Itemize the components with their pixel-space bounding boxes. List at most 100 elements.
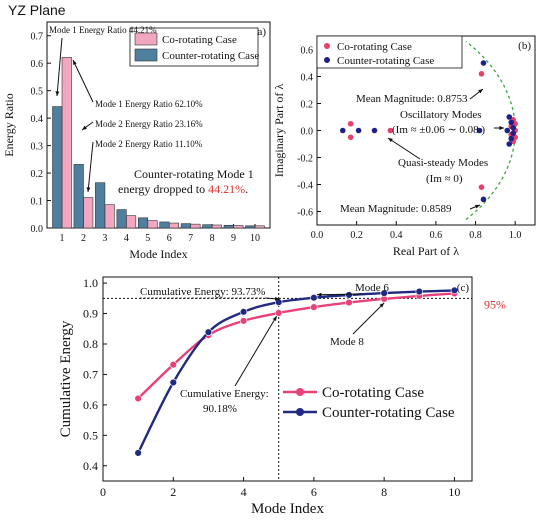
panel-a-bar-counter-7: [180, 223, 191, 229]
panel-c-annotation: Cumulative Energy: 93.73%: [140, 286, 265, 298]
panel-b-label: (b): [518, 40, 531, 52]
panel-a-legend-swatch: [134, 48, 158, 62]
panel-a-ytick-label: 0.3: [31, 142, 44, 153]
panel-b-annotation: (Im ≈ 0): [426, 173, 463, 185]
panel-b-point-co: [347, 120, 354, 127]
panel-c-xtick-label: 10: [448, 485, 460, 499]
panel-a-annotation: Mode 2 Energy Ratio 23.16%: [95, 119, 203, 129]
panel-a-bar-co-10: [254, 225, 265, 229]
panel-a-xtick-label: 8: [210, 233, 215, 244]
panel-a-note: Counter-rotating Mode 1: [134, 167, 254, 181]
panel-c-arrow-mode8: [352, 302, 385, 335]
panel-c-legend-marker: [296, 388, 304, 396]
panel-c-point-counter: [169, 378, 177, 387]
panel-b-annotation: Quasi-steady Modes: [398, 157, 488, 169]
panel-a-bar-counter-1: [52, 106, 63, 229]
panel-c-ytick-label: 0.7: [83, 367, 98, 381]
panel-b-point-counter: [508, 119, 515, 126]
panel-a-ytick-label: 0.2: [31, 169, 44, 180]
panel-a-note-highlight: 44.21%: [208, 182, 245, 196]
panel-b-xtick-label: 0.4: [390, 230, 403, 241]
panel-b-ylabel: Imaginary Part of λ: [272, 84, 286, 178]
panel-c-point-counter: [345, 291, 353, 299]
panel-b-xtick-label: 0.8: [469, 230, 482, 241]
panel-b-annotation: Oscillatory Modes: [400, 109, 482, 121]
panel-a-arrow-4-head: [86, 187, 91, 192]
panel-b-arrow-top-head: [478, 89, 483, 94]
panel-c-point-counter: [415, 287, 423, 296]
panel-a-arrow-1: [56, 37, 63, 97]
panel-b-point-counter: [506, 114, 513, 120]
panel-a-arrow-2-head: [73, 60, 77, 65]
panel-b-ytick-label: 0.0: [301, 127, 314, 138]
panel-b-point-counter: [506, 141, 513, 147]
panel-c-line-counter: [137, 289, 455, 454]
panel-b-point-counter: [510, 130, 516, 136]
panel-a-bar-co-9: [233, 225, 244, 229]
panel-c-annotation: Mode 6: [355, 282, 389, 294]
panel-b-arrow-qs-head: [388, 138, 393, 143]
panel-b-arrow-osc-head: [499, 126, 504, 130]
panel-c-point-counter: [380, 289, 388, 297]
panel-b-xtick-label: 0.0: [311, 230, 324, 241]
panel-a-note: energy dropped to 44.21%.: [118, 182, 248, 196]
panel-a-legend-swatch: [134, 32, 158, 46]
panel-a-legend-label: Counter-rotating Case: [162, 50, 259, 62]
panel-c-legend-label: Counter-rotating Case: [322, 405, 455, 421]
panel-a-xtick-label: 6: [167, 233, 172, 244]
panel-c-arrow-mode6-head: [316, 292, 322, 297]
panel-b-legend-marker: [324, 57, 330, 63]
panel-a-bar-counter-8: [202, 224, 213, 229]
panel-a-bar-counter-2: [73, 164, 84, 229]
panel-a-bar-co-1: [61, 57, 72, 229]
panel-b-point-counter: [504, 127, 511, 134]
panel-b-point-counter: [371, 127, 378, 134]
panel-a-ytick-label: 0.1: [31, 197, 44, 208]
panel-b-point-co: [387, 127, 394, 134]
panel-b-legend-marker: [324, 43, 330, 49]
panel-c-point-co: [169, 360, 177, 369]
panel-b-ytick-label: -0.2: [297, 154, 313, 165]
panel-b-xtick-label: 0.2: [350, 230, 363, 241]
panel-c-point-counter: [450, 286, 459, 295]
panel-c-point-co: [239, 317, 248, 325]
panel-b-point-counter: [480, 196, 487, 203]
panel-a-bar-counter-10: [245, 225, 256, 229]
panel-b-point-counter: [508, 135, 515, 142]
panel-b-ytick-label: 0.4: [301, 73, 314, 84]
panel-a-bar-co-8: [211, 224, 222, 229]
panel-b-unit-circle-arc: [465, 40, 516, 221]
panel-a-ytick-label: 0.0: [31, 224, 44, 235]
panel-c-xtick-label: 2: [170, 485, 176, 499]
panel-a-ylabel: Energy Ratio: [2, 93, 16, 156]
panel-b-point-counter: [480, 60, 487, 66]
panel-a-bar-counter-9: [223, 224, 234, 229]
panel-a-bar-co-6: [168, 222, 180, 229]
panel-a-arrow-3-head: [82, 125, 87, 130]
panel-a-note-prefix: energy dropped to: [118, 182, 208, 196]
panel-c-ytick-label: 0.4: [83, 459, 98, 473]
panel-b-annotation: (Im ≈ ±0.06 ∼ 0.08 ): [392, 124, 485, 136]
panel-a-ytick-label: 0.5: [31, 87, 44, 98]
panel-c-arrow-mode6: [316, 293, 363, 296]
panel-a-bar-co-7: [190, 223, 201, 229]
panel-a-note-suffix: .: [245, 182, 248, 196]
panel-b-xtick-label: 0.6: [430, 230, 443, 241]
panel-c-arrow-93-head: [274, 296, 280, 301]
panel-b-xlabel: Real Part of λ: [393, 244, 459, 258]
panel-a-bar-co-3: [104, 204, 115, 229]
panel-c-threshold-label: 95%: [484, 297, 506, 311]
panel-a-legend-label: Co-rotating Case: [162, 34, 237, 46]
panel-a-xlabel: Mode Index: [129, 247, 187, 261]
panel-c-xlabel: Mode Index: [251, 501, 324, 517]
panel-c-line-co: [137, 292, 455, 400]
panel-b-legend-label: Co-rotating Case: [337, 41, 412, 53]
panel-a-bar-counter-6: [159, 221, 170, 229]
panel-c-point-co: [345, 298, 353, 307]
panel-c-label: (c): [457, 282, 470, 294]
panel-b-point-co: [478, 184, 485, 190]
panel-c-ylabel: Cumulative Energy: [58, 320, 74, 437]
panel-a-xtick-label: 2: [81, 233, 86, 244]
